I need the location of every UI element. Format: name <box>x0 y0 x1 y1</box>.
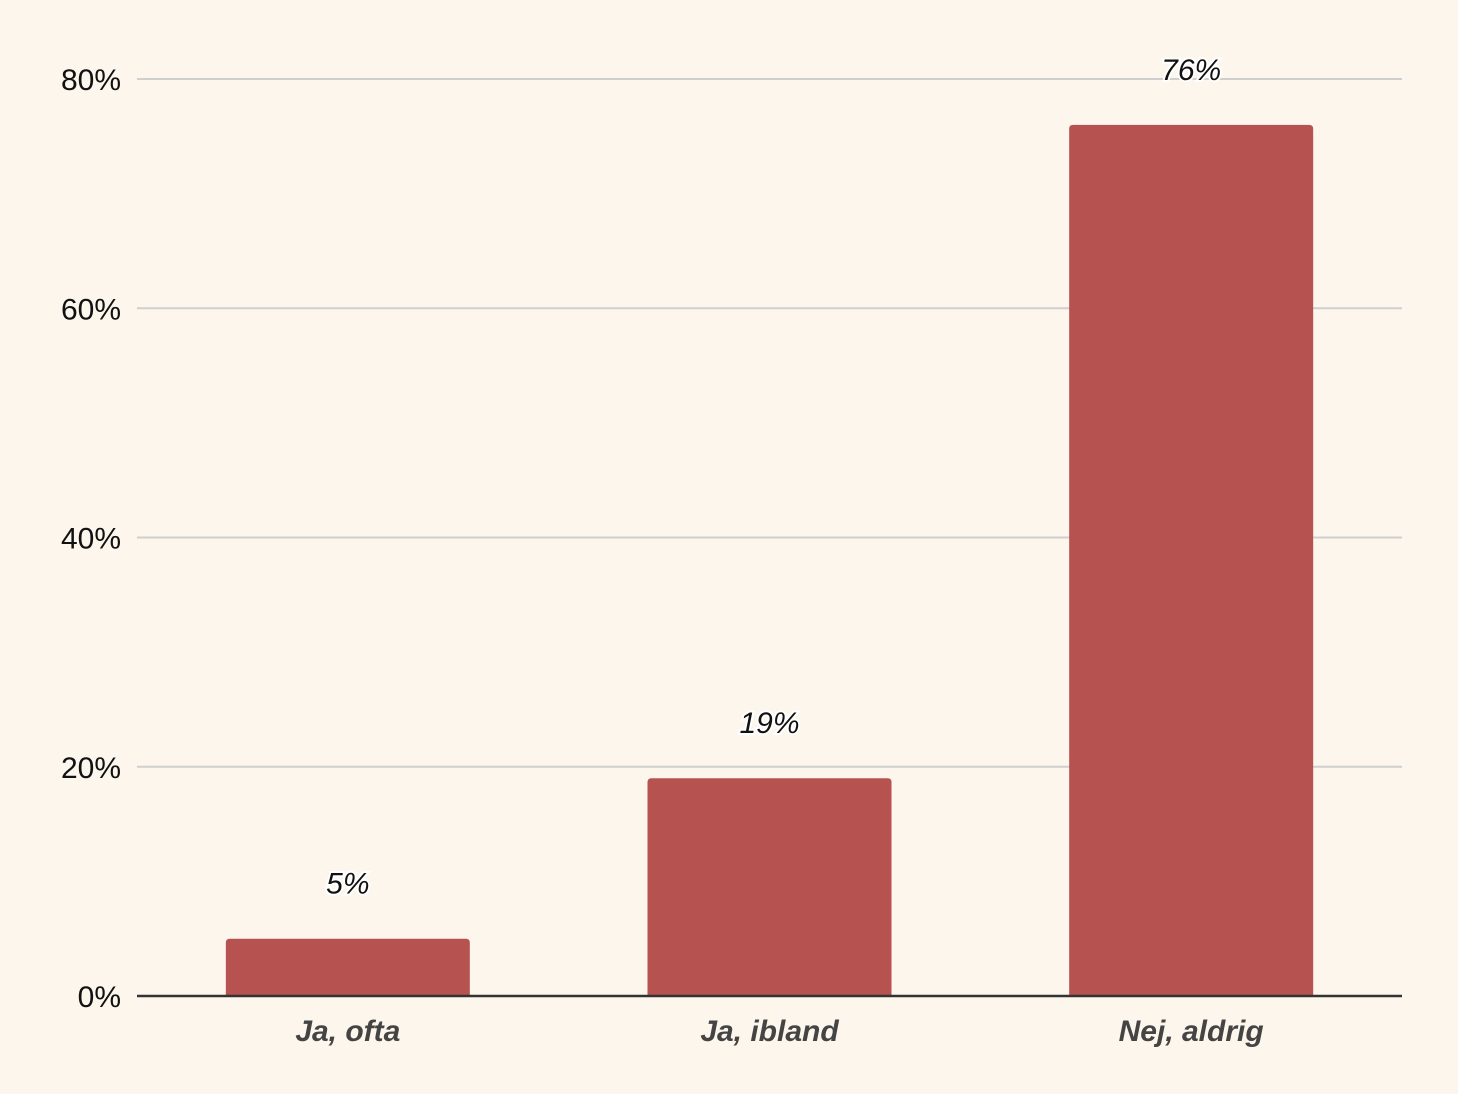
data-label: 76% <box>1161 54 1221 87</box>
x-category-label: Nej, aldrig <box>1119 1015 1264 1048</box>
bar <box>225 938 470 996</box>
x-axis-labels: Ja, ofta Ja, ibland Nej, aldrig <box>295 1015 1263 1048</box>
y-tick-label: 40% <box>61 523 121 556</box>
y-tick-label: 60% <box>61 293 121 326</box>
data-labels: 5% 19% 76% <box>324 52 1223 903</box>
x-category-label: Ja, ofta <box>295 1015 400 1048</box>
y-axis-ticks: 0% 20% 40% 60% 80% <box>61 64 121 1014</box>
y-tick-label: 0% <box>78 981 121 1014</box>
y-tick-label: 80% <box>61 64 121 97</box>
bar <box>1069 124 1314 997</box>
bars <box>225 124 1314 997</box>
x-category-label: Ja, ibland <box>700 1015 839 1048</box>
bar <box>647 778 892 996</box>
data-label: 5% <box>326 868 369 901</box>
data-label: 19% <box>739 707 799 740</box>
y-tick-label: 20% <box>61 752 121 785</box>
